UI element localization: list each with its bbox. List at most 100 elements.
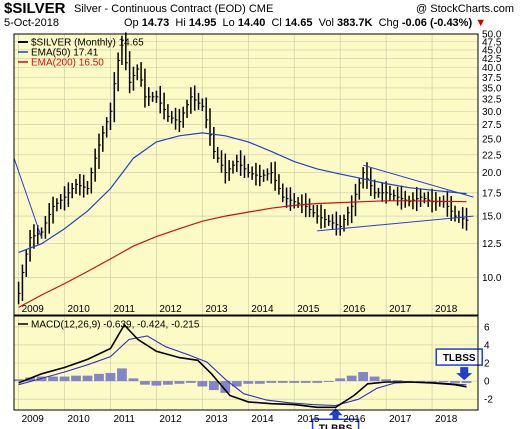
macd-x-axis: 2009 2010 2011 2012 2013 2014 2015 2016 2017 2018 — [22, 414, 458, 425]
histogram-bar — [438, 381, 449, 382]
price-x-axis: 2009 2010 2011 2012 2013 2014 2015 2016 2017 2018 — [22, 304, 458, 315]
tlbss-callout-label: TLBSS — [443, 353, 476, 364]
macd-x-tick-label: 2012 — [159, 414, 182, 425]
price-x-tick-label: 2014 — [251, 304, 274, 315]
trendline — [363, 164, 474, 198]
histogram-bar — [346, 375, 357, 382]
chg-value: -0.06 (-0.43%) — [401, 17, 473, 29]
low-value: 14.40 — [237, 17, 266, 29]
symbol-title: $SILVER — [4, 0, 66, 17]
price-y-tick-label: 37.5 — [482, 73, 502, 84]
histogram-bar — [105, 372, 116, 382]
tlbss-callout-box — [435, 348, 483, 366]
price-y-tick-label: 15.0 — [482, 212, 502, 223]
chg-label: Chg — [378, 17, 399, 29]
tlbss-arrow-icon — [456, 367, 473, 381]
ema200-line — [18, 200, 467, 308]
histogram-bar — [174, 381, 185, 384]
down-triangle-icon: ▼ — [475, 17, 487, 29]
trendline — [13, 158, 43, 238]
price-y-tick-label: 30.0 — [482, 107, 502, 118]
price-y-tick-label: 47.5 — [482, 37, 502, 48]
histogram-bar — [140, 381, 150, 385]
histogram-bar — [300, 381, 311, 383]
price-bars — [17, 32, 469, 305]
histogram-bar — [59, 376, 70, 382]
histogram-bar — [289, 381, 300, 383]
ema50-line — [18, 132, 467, 253]
macd-y-tick-label: -2 — [484, 395, 493, 406]
price-x-tick-label: 2009 — [22, 304, 45, 315]
histogram-bar — [266, 381, 277, 383]
histogram-bar — [220, 381, 231, 393]
macd-signal-line — [18, 335, 467, 407]
macd-x-tick-label: 2013 — [205, 414, 228, 425]
high-value: 14.95 — [188, 17, 217, 29]
price-x-tick-label: 2017 — [389, 304, 412, 315]
histogram-bar — [369, 376, 380, 382]
price-y-tick-label: 42.5 — [482, 54, 502, 65]
price-panel: 10.0 12.5 15.0 17.5 20.0 22.5 25.0 27.5 30.032.5… — [13, 30, 502, 316]
price-y-tick-label: 22.5 — [482, 150, 502, 161]
macd-y-tick-label: 2 — [484, 359, 490, 370]
price-panel-frame — [13, 33, 479, 316]
price-x-tick-label: 2018 — [435, 304, 458, 315]
histogram-bar — [277, 381, 288, 383]
price-y-tick-label: 32.5 — [482, 95, 502, 106]
price-y-tick-label: 45.0 — [482, 45, 502, 56]
quote-date: 5-Oct-2018 — [4, 17, 60, 29]
price-y-tick-label: 27.5 — [482, 120, 502, 131]
price-y-tick-label: 35.0 — [482, 83, 502, 94]
histogram-bar — [13, 379, 24, 382]
quote-line: Op 14.73 Hi 14.95 Lo 14.40 Cl 14.65 Vol … — [124, 17, 486, 29]
macd-y-tick-label: 4 — [484, 340, 490, 351]
macd-x-tick-label: 2011 — [113, 414, 135, 425]
histogram-bar — [243, 381, 254, 384]
histogram-bar — [197, 381, 208, 387]
price-x-tick-label: 2015 — [297, 304, 320, 315]
price-x-tick-label: 2013 — [205, 304, 228, 315]
legend-label-price: $SILVER (Monthly) 14.65 — [31, 38, 144, 49]
vol-label: Vol — [318, 17, 334, 29]
histogram-bar — [392, 380, 403, 382]
histogram-bar — [208, 381, 219, 391]
price-y-tick-label: 12.5 — [482, 239, 502, 250]
exchange-text: CME — [248, 3, 274, 15]
histogram-bar — [128, 378, 139, 382]
vol-value: 383.7K — [336, 17, 373, 29]
symbol-description: Silver - Continuous Contract (EOD) CME — [74, 3, 273, 15]
price-y-tick-label: 25.0 — [482, 134, 502, 145]
high-label: Hi — [175, 17, 186, 29]
watermark[interactable]: @ StockCharts.com — [416, 3, 514, 15]
histogram-bar — [312, 381, 323, 383]
histogram-bar — [163, 381, 173, 385]
histogram-bar — [117, 368, 127, 382]
trendlines — [13, 158, 474, 238]
histogram-bar — [415, 381, 426, 382]
histogram-bar — [323, 381, 334, 382]
price-x-tick-label: 2010 — [68, 304, 91, 315]
description-text: Silver - Continuous Contract (EOD) — [74, 3, 246, 15]
price-x-tick-label: 2012 — [159, 304, 182, 315]
histogram-bar — [94, 373, 104, 382]
open-label: Op — [124, 17, 139, 29]
tlbbs-callout-box — [311, 418, 360, 429]
histogram-bar — [151, 381, 162, 386]
price-y-tick-label: 40.0 — [482, 63, 502, 74]
macd-legend: MACD(12,26,9) -0.639, -0.424, -0.215 — [18, 320, 200, 331]
macd-x-tick-label: 2014 — [251, 414, 274, 425]
histogram-bar — [381, 379, 391, 382]
histogram-bar — [185, 381, 196, 383]
legend-label-ema200: EMA(200) 16.50 — [31, 58, 104, 69]
macd-y-tick-label: 6 — [484, 322, 490, 333]
histogram-bar — [82, 375, 93, 382]
histogram-bar — [461, 381, 472, 384]
macd-x-tick-label: 2009 — [22, 414, 45, 425]
price-y-tick-label: 20.0 — [482, 168, 502, 179]
open-value: 14.73 — [141, 17, 170, 29]
histogram-bar — [450, 381, 460, 383]
histogram-bar — [254, 381, 265, 384]
close-value: 14.65 — [284, 17, 313, 29]
